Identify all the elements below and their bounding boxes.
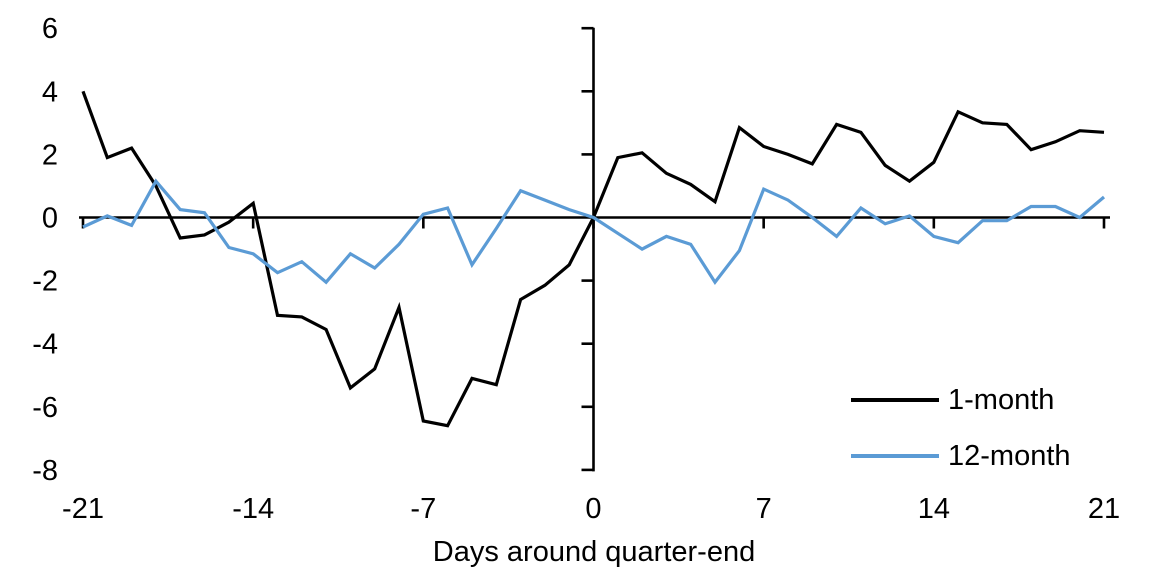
x-tick-label: -21 (62, 493, 104, 525)
y-tick-label: -6 (32, 392, 58, 424)
legend: 1-month 12-month (851, 383, 1071, 497)
legend-line-swatch-12-month (851, 454, 939, 458)
legend-item-12-month: 12-month (851, 439, 1071, 472)
y-tick-label: -4 (32, 329, 58, 361)
series-line-12-month (82, 178, 1106, 285)
legend-line-swatch-1-month (851, 398, 939, 402)
y-tick-label: 0 (42, 203, 58, 235)
x-tick-label: 7 (756, 493, 772, 525)
x-tick-label: 0 (585, 493, 601, 525)
x-tick-label: -7 (410, 493, 436, 525)
y-tick-label: -8 (32, 455, 58, 487)
y-tick-label: -2 (32, 266, 58, 298)
y-tick-label: 6 (42, 13, 58, 45)
y-tick-label: 4 (42, 76, 58, 108)
legend-label-1-month: 1-month (948, 383, 1055, 416)
x-tick-label: 21 (1088, 493, 1120, 525)
x-tick-label: -14 (232, 493, 274, 525)
y-tick-label: 2 (42, 139, 58, 171)
legend-item-1-month: 1-month (851, 383, 1071, 416)
x-tick-label: 14 (918, 493, 950, 525)
x-axis-title: Days around quarter-end (432, 536, 756, 568)
legend-label-12-month: 12-month (948, 439, 1071, 472)
